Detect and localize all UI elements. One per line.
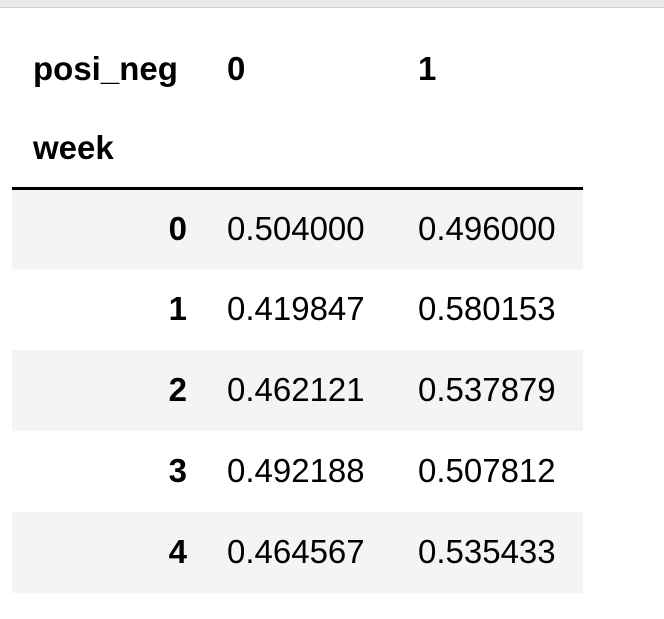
cell-value: 0.507812 [418,452,556,490]
cell-value: 0.537879 [418,371,556,409]
cell-value: 0.504000 [227,210,365,248]
cell-value: 0.464567 [227,533,365,571]
cell-output-top-edge [0,0,664,8]
cell-value: 0.462121 [227,371,365,409]
columns-axis-row: posi_neg 0 1 [12,30,583,109]
cell-value: 0.535433 [418,533,556,571]
table-row: 2 0.462121 0.537879 [12,350,583,431]
columns-axis-name: posi_neg [33,50,178,88]
row-index: 0 [168,210,187,248]
cell-value: 0.580153 [418,290,556,328]
dataframe-table: posi_neg 0 1 week 0 0.504000 0.496000 1 … [12,30,583,593]
cell-value: 0.419847 [227,290,365,328]
index-name: week [33,128,114,166]
dataframe-body: 0 0.504000 0.496000 1 0.419847 0.580153 … [12,188,583,593]
table-row: 0 0.504000 0.496000 [12,188,583,269]
row-index: 4 [168,533,187,571]
cell-value: 0.496000 [418,210,556,248]
row-index: 3 [168,452,187,490]
index-name-row: week [12,109,583,188]
table-row: 1 0.419847 0.580153 [12,269,583,350]
row-index: 2 [168,371,187,409]
row-index: 1 [168,290,187,328]
empty-header-cell [403,109,583,188]
table-row: 3 0.492188 0.507812 [12,431,583,512]
column-header-1: 1 [418,50,437,88]
dataframe-header: posi_neg 0 1 week [12,30,583,188]
empty-header-cell [212,109,403,188]
notebook-output-area: posi_neg 0 1 week 0 0.504000 0.496000 1 … [12,9,583,593]
table-row: 4 0.464567 0.535433 [12,512,583,593]
cell-value: 0.492188 [227,452,365,490]
column-header-0: 0 [227,50,246,88]
